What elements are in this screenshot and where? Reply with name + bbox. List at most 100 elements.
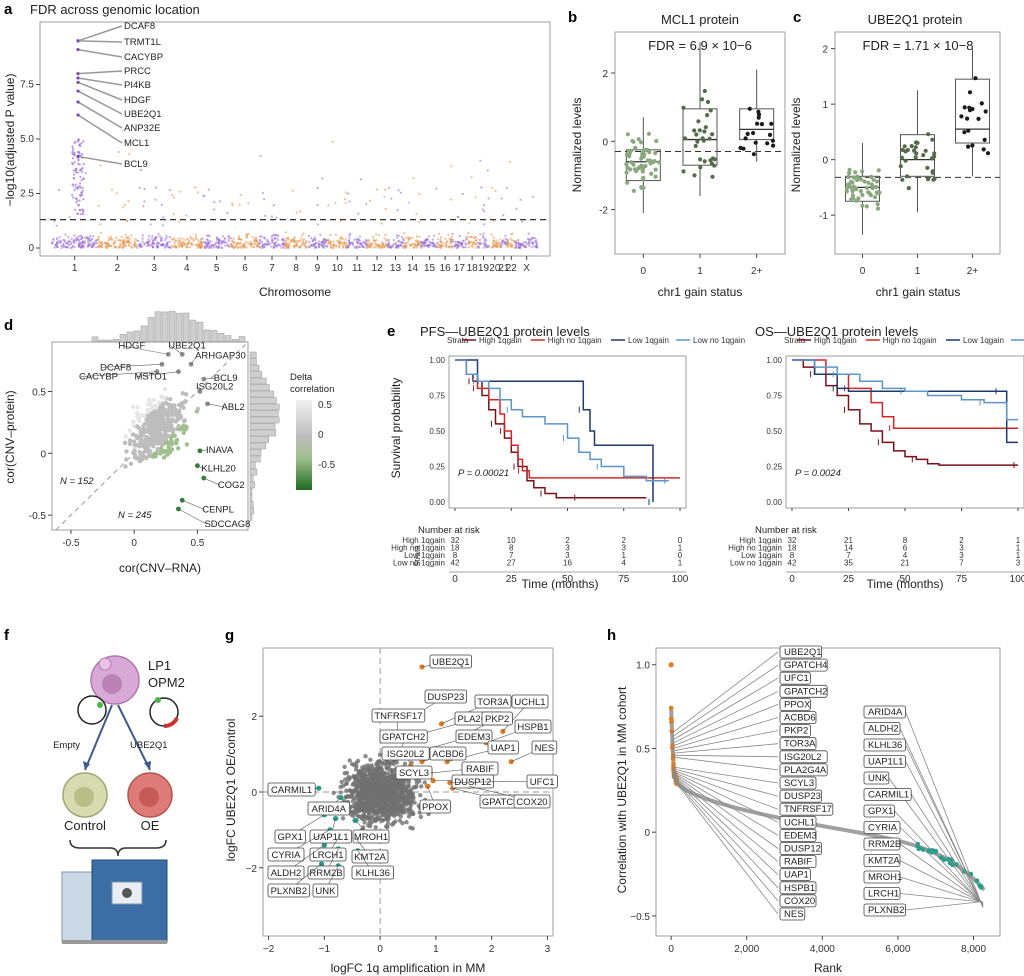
manhattan-point xyxy=(76,199,79,202)
manhattan-point xyxy=(417,220,420,223)
protein-point xyxy=(384,766,389,771)
manhattan-peak-point xyxy=(75,201,78,204)
label-leader-line xyxy=(120,345,169,355)
box-point xyxy=(967,90,973,95)
x-tick-label: 50 xyxy=(562,574,574,585)
protein-point xyxy=(357,768,363,774)
manhattan-point xyxy=(383,195,386,198)
gene-label: EDEM3 xyxy=(784,830,817,841)
gene-label-box xyxy=(779,724,811,737)
manhattan-point xyxy=(515,207,518,210)
manhattan-point xyxy=(138,186,141,189)
manhattan-point xyxy=(358,245,361,248)
manhattan-point xyxy=(272,246,275,249)
box-point xyxy=(702,129,707,134)
manhattan-peak-point xyxy=(72,196,75,199)
box-point xyxy=(860,169,865,174)
manhattan-point xyxy=(55,245,58,249)
protein-point xyxy=(414,784,419,789)
manhattan-point xyxy=(479,159,482,162)
gene-label: GPATCH2 xyxy=(382,732,425,743)
manhattan-peak-point xyxy=(79,175,82,179)
manhattan-point xyxy=(181,242,184,245)
legend-label: High 1qgain xyxy=(479,336,522,345)
box-point xyxy=(847,167,852,172)
protein-point xyxy=(368,779,374,784)
protein-point xyxy=(369,809,374,814)
manhattan-point xyxy=(475,239,478,242)
manhattan-point xyxy=(271,237,274,240)
box-point xyxy=(624,170,629,175)
manhattan-point xyxy=(71,246,74,249)
histogram-bar-top xyxy=(182,312,190,343)
manhattan-point xyxy=(112,242,115,245)
manhattan-point xyxy=(357,242,360,245)
gene-label-box xyxy=(863,738,906,752)
correlation-point xyxy=(175,417,181,422)
correlation-point xyxy=(146,439,151,445)
correlation-point xyxy=(130,404,136,409)
risk-value: 14 xyxy=(844,544,853,553)
histogram-bar-right xyxy=(249,397,277,404)
protein-point xyxy=(373,796,378,801)
manhattan-peak-point xyxy=(76,187,79,190)
protein-point xyxy=(361,808,366,814)
manhattan-point xyxy=(64,233,67,236)
protein-point xyxy=(361,796,366,801)
manhattan-point xyxy=(258,242,261,245)
gene-label: TOR3A xyxy=(784,739,816,750)
manhattan-point xyxy=(495,239,498,242)
box-point xyxy=(851,195,856,201)
top-point xyxy=(669,719,674,725)
correlation-point xyxy=(162,395,167,401)
manhattan-point xyxy=(130,234,133,237)
manhattan-point xyxy=(99,244,102,247)
manhattan-point xyxy=(369,243,372,246)
x-tick-label: 2 xyxy=(489,944,495,955)
panel-label-c: c xyxy=(793,9,801,26)
risk-row-label: High 1qgain xyxy=(402,536,445,545)
risk-value: 3 xyxy=(565,544,570,553)
manhattan-point xyxy=(272,204,275,207)
manhattan-point xyxy=(518,243,522,246)
gene-label: UAP1 xyxy=(784,870,809,881)
y-tick-label: 2.5 xyxy=(20,189,34,200)
correlation-point xyxy=(176,423,181,429)
panel-e-os-xlabel: Time (months) xyxy=(867,577,944,591)
bottom-point xyxy=(916,846,922,852)
protein-point xyxy=(388,803,393,808)
manhattan-point xyxy=(97,204,100,207)
box-point xyxy=(860,192,865,198)
gene-label: PKP2 xyxy=(485,714,509,725)
manhattan-point xyxy=(413,246,416,249)
manhattan-point xyxy=(510,233,513,236)
manhattan-point xyxy=(97,235,100,238)
manhattan-point xyxy=(194,243,197,246)
manhattan-point xyxy=(376,243,379,246)
correlation-point xyxy=(179,401,185,406)
manhattan-point xyxy=(178,220,181,223)
plasmid-empty-icon xyxy=(77,709,107,725)
manhattan-point xyxy=(266,243,269,246)
manhattan-point xyxy=(451,232,454,236)
protein-point xyxy=(374,774,379,779)
protein-point xyxy=(353,796,358,801)
manhattan-point xyxy=(482,234,485,238)
manhattan-point xyxy=(364,243,367,246)
manhattan-point xyxy=(152,239,155,242)
manhattan-point xyxy=(304,245,307,248)
manhattan-point xyxy=(172,213,175,216)
manhattan-point xyxy=(508,160,511,163)
manhattan-point xyxy=(226,244,229,247)
gene-label: MSTO1 xyxy=(134,372,167,383)
manhattan-peak-point xyxy=(73,141,76,144)
risk-value: 1 xyxy=(622,551,627,560)
box-point xyxy=(926,132,931,137)
x-tick-label: -0.5 xyxy=(62,538,80,549)
box-point xyxy=(705,113,710,118)
manhattan-point xyxy=(295,242,298,245)
manhattan-point xyxy=(495,244,498,247)
manhattan-point xyxy=(343,198,346,201)
mass-spectrometer-icon xyxy=(61,859,168,944)
manhattan-point xyxy=(164,238,167,242)
